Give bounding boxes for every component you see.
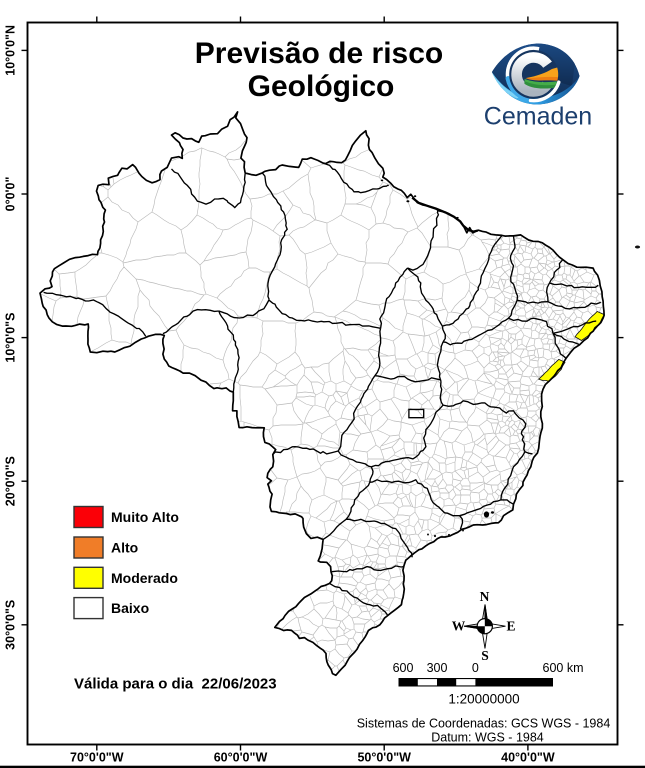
- svg-text:Alto: Alto: [111, 540, 138, 556]
- svg-text:600 km: 600 km: [543, 661, 584, 675]
- svg-text:0: 0: [472, 661, 479, 675]
- svg-text:70°0'0"W: 70°0'0"W: [70, 751, 124, 765]
- svg-text:600: 600: [393, 661, 414, 675]
- svg-text:Geológico: Geológico: [248, 70, 395, 103]
- svg-text:N: N: [480, 589, 490, 604]
- svg-text:W: W: [452, 619, 466, 634]
- svg-text:50°0'0"W: 50°0'0"W: [357, 751, 411, 765]
- svg-text:0°0'0": 0°0'0": [4, 177, 18, 212]
- svg-text:Cemaden: Cemaden: [484, 103, 592, 131]
- svg-text:Muito Alto: Muito Alto: [111, 509, 179, 525]
- svg-text:Previsão de risco: Previsão de risco: [195, 37, 443, 70]
- svg-text:30°0'0"S: 30°0'0"S: [4, 600, 18, 650]
- svg-text:Baixo: Baixo: [111, 600, 149, 616]
- svg-text:10°0'0"N: 10°0'0"N: [4, 25, 18, 76]
- svg-text:300: 300: [427, 661, 448, 675]
- svg-text:10°0'0"S: 10°0'0"S: [4, 313, 18, 363]
- svg-text:60°0'0"W: 60°0'0"W: [214, 751, 268, 765]
- svg-text:Válida para o dia 22/06/2023: Válida para o dia 22/06/2023: [74, 676, 277, 693]
- svg-text:E: E: [506, 619, 515, 634]
- svg-text:Moderado: Moderado: [111, 570, 178, 586]
- svg-text:20°0'0"S: 20°0'0"S: [4, 456, 18, 506]
- svg-text:Datum: WGS - 1984: Datum: WGS - 1984: [431, 731, 544, 745]
- svg-text:40°0'0"W: 40°0'0"W: [501, 751, 555, 765]
- svg-text:S: S: [481, 648, 489, 663]
- svg-text:1:20000000: 1:20000000: [448, 692, 519, 707]
- svg-text:Sistemas de Coordenadas: GCS W: Sistemas de Coordenadas: GCS WGS - 1984: [357, 717, 611, 731]
